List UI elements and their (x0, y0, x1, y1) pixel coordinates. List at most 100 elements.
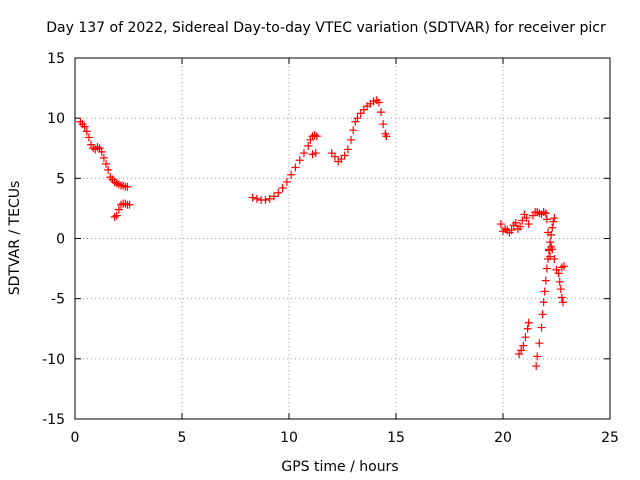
x-tick-label: 5 (178, 430, 187, 446)
data-point (541, 209, 550, 218)
data-point (312, 132, 321, 141)
data-point (306, 135, 315, 144)
data-point (347, 135, 356, 144)
data-point (382, 132, 391, 141)
data-point (537, 323, 546, 332)
data-point (520, 210, 529, 219)
data-point (102, 159, 111, 168)
data-point (343, 145, 352, 154)
data-point (80, 122, 89, 131)
data-point (270, 192, 279, 201)
data-point (540, 287, 549, 296)
data-point (517, 346, 526, 355)
data-point (282, 177, 291, 186)
data-point (291, 163, 300, 172)
data-point (349, 126, 358, 135)
data-point (515, 350, 524, 359)
data-point (507, 226, 516, 235)
y-tick-label: -5 (51, 292, 65, 308)
axis-ticks: 0 5 10 15 20 25 15 10 5 0 -5 -10 -15 (42, 51, 619, 446)
data-point (310, 131, 319, 140)
grid-lines (75, 58, 610, 419)
y-tick-label: -10 (42, 352, 65, 368)
data-point (546, 238, 555, 247)
data-point (554, 269, 563, 278)
data-point (538, 310, 547, 319)
data-point (535, 339, 544, 348)
data-point (252, 194, 261, 203)
data-point (524, 220, 533, 229)
data-point (265, 194, 274, 203)
data-point (547, 230, 556, 239)
data-point (311, 149, 320, 158)
data-point (274, 188, 283, 197)
data-point (522, 214, 531, 223)
data-point (548, 223, 557, 232)
data-point (351, 117, 360, 126)
y-tick-label: 10 (47, 111, 65, 127)
x-tick-label: 0 (71, 430, 80, 446)
data-point (524, 318, 533, 327)
data-point (496, 220, 505, 229)
data-point (95, 144, 104, 153)
data-point (340, 151, 349, 160)
x-tick-label: 20 (494, 430, 512, 446)
y-tick-label: 0 (56, 232, 65, 248)
data-point (379, 120, 388, 129)
data-point (519, 341, 528, 350)
data-point (353, 114, 362, 123)
data-point (112, 211, 121, 220)
data-point (304, 141, 313, 150)
data-point (331, 152, 340, 161)
data-point (542, 215, 551, 224)
data-point (104, 165, 113, 174)
data-point (541, 276, 550, 285)
y-tick-label: -15 (42, 412, 65, 428)
data-point (99, 153, 108, 162)
data-point (278, 183, 287, 192)
data-point (125, 200, 134, 209)
data-point (114, 205, 123, 214)
data-points (76, 96, 568, 371)
data-point (555, 277, 564, 286)
data-point (295, 156, 304, 165)
data-point (516, 222, 525, 231)
data-point (518, 216, 527, 225)
data-point (82, 127, 91, 136)
data-point (374, 98, 383, 107)
data-point (556, 285, 565, 294)
x-axis-label: GPS time / hours (281, 459, 398, 475)
data-point (299, 149, 308, 158)
data-point (557, 293, 566, 302)
y-tick-label: 15 (47, 51, 65, 67)
data-point (511, 218, 520, 227)
data-point (521, 333, 530, 342)
data-point (532, 362, 541, 371)
y-tick-label: 5 (56, 171, 65, 187)
y-axis-label: SDTVAR / TECUs (7, 181, 23, 296)
data-point (550, 214, 559, 223)
data-point (533, 352, 542, 361)
x-tick-label: 10 (280, 430, 298, 446)
data-point (121, 199, 130, 208)
data-point (377, 108, 386, 117)
data-point (523, 324, 532, 333)
data-point (543, 254, 552, 263)
data-point (97, 147, 106, 156)
data-point (84, 133, 93, 142)
x-tick-label: 15 (387, 430, 405, 446)
data-point (549, 217, 558, 226)
x-tick-label: 25 (601, 430, 619, 446)
data-point (287, 170, 296, 179)
data-point (559, 262, 568, 271)
data-point (261, 195, 270, 204)
data-point (542, 264, 551, 273)
data-point (558, 298, 567, 307)
data-point (110, 212, 119, 221)
data-point (248, 193, 257, 202)
data-point (539, 298, 548, 307)
data-point (545, 245, 554, 254)
data-point (123, 182, 132, 191)
chart-title: Day 137 of 2022, Sidereal Day-to-day VTE… (46, 20, 606, 36)
